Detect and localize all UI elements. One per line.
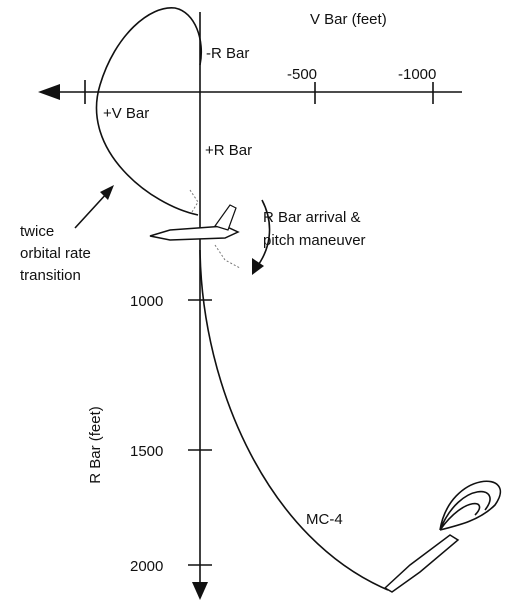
tick-label: -1000 [398,66,436,83]
note: R Bar arrival & [263,209,361,226]
loop-trajectory [95,7,202,216]
axis-arrow [192,582,208,600]
arrowhead [252,258,264,275]
shuttle-icon [149,225,240,241]
label: +R Bar [205,142,252,159]
plume-envelope [439,480,502,531]
tick-label: 2000 [130,558,163,575]
approach-trajectory [199,249,389,591]
label: MC-4 [306,511,343,528]
note: pitch maneuver [263,232,366,249]
tick-label: -500 [287,66,317,83]
note: transition [20,267,81,284]
pointer-arrow [74,191,109,229]
plume [189,189,241,269]
axis-title: V Bar (feet) [310,11,387,28]
label: -R Bar [206,45,249,62]
maneuver-arrow [255,199,271,269]
axis-arrow [38,84,60,100]
tick-label: 1000 [130,293,163,310]
arrowhead [100,185,114,200]
label: +V Bar [103,105,149,122]
shuttle-icon [214,204,237,231]
note: orbital rate [20,245,91,262]
note: twice [20,223,54,240]
shuttle-icon [383,534,460,593]
axis-title: R Bar (feet) [87,406,104,484]
tick-label: 1500 [130,443,163,460]
